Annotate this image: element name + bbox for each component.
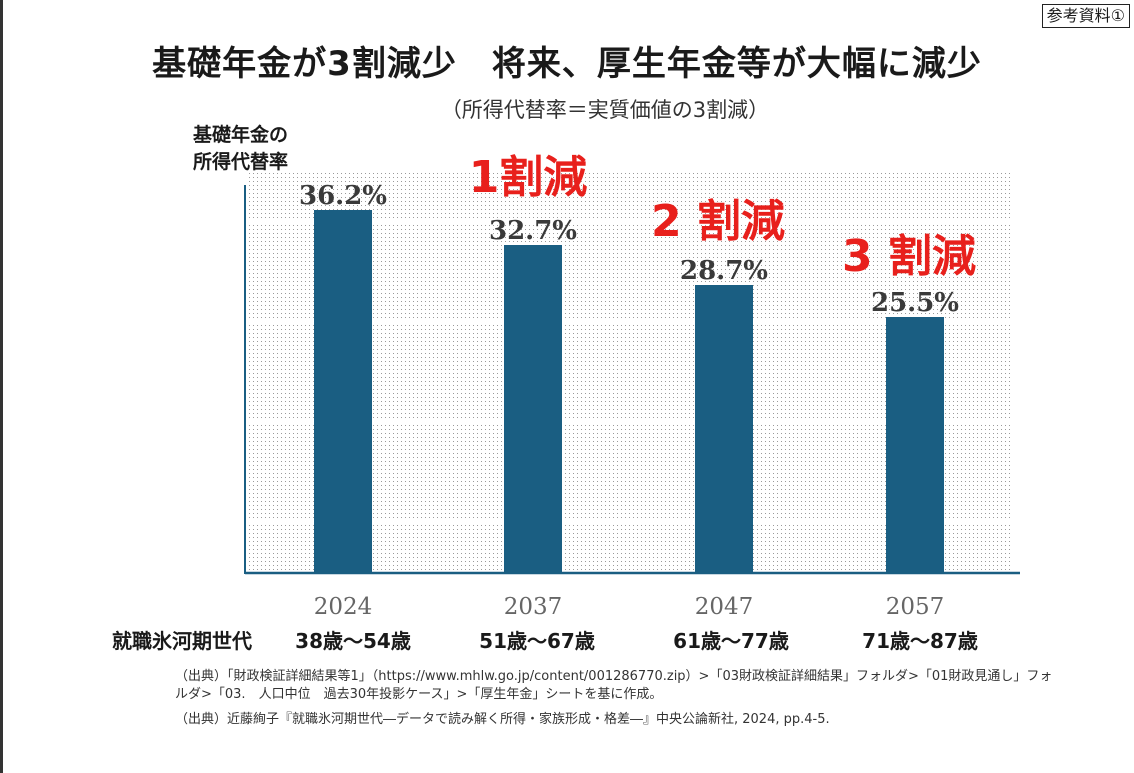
y-axis-label: 基礎年金の 所得代替率 bbox=[193, 122, 288, 176]
y-axis-label-line2: 所得代替率 bbox=[193, 151, 289, 173]
labels-group: 36.2% 32.7% 28.7% 25.5% bbox=[299, 181, 959, 318]
age-range-2057: 71歳〜87歳 bbox=[862, 629, 978, 653]
generation-label: 就職氷河期世代 bbox=[112, 629, 252, 653]
bar-2037 bbox=[504, 245, 562, 572]
bar-2057 bbox=[886, 317, 944, 572]
x-tick-2057: 2057 bbox=[886, 594, 945, 620]
bar-2047 bbox=[695, 285, 753, 572]
left-border bbox=[0, 0, 3, 773]
bars-group bbox=[314, 210, 944, 572]
reduction-label-1: 1割減 bbox=[469, 152, 588, 203]
page-subtitle: （所得代替率＝実質価値の3割減） bbox=[440, 98, 770, 122]
data-label-2037: 32.7% bbox=[489, 216, 577, 246]
reference-label: 参考資料① bbox=[1041, 4, 1130, 28]
x-tick-2047: 2047 bbox=[695, 594, 754, 620]
reduction-label-2: 2 割減 bbox=[651, 196, 785, 247]
age-range-2047: 61歳〜77歳 bbox=[673, 629, 789, 653]
x-tick-labels: 2024 2037 2047 2057 bbox=[314, 594, 945, 620]
reduction-annotations: 1割減 2 割減 3 割減 bbox=[469, 152, 976, 282]
bar-2024 bbox=[314, 210, 372, 572]
source-note-2: （出典）近藤絢子『就職氷河期世代―データで読み解く所得・家族形成・格差―』中央公… bbox=[175, 712, 830, 727]
y-axis-label-line1: 基礎年金の bbox=[193, 124, 289, 146]
data-label-2047: 28.7% bbox=[680, 256, 768, 286]
gridlines bbox=[246, 221, 1010, 523]
x-tick-2037: 2037 bbox=[504, 594, 563, 620]
data-label-2057: 25.5% bbox=[871, 288, 959, 318]
age-range-2037: 51歳〜67歳 bbox=[479, 629, 595, 653]
source-note-1: （出典）「財政検証詳細結果等1」（https://www.mhlw.go.jp/… bbox=[175, 669, 1053, 702]
data-label-2024: 36.2% bbox=[299, 181, 387, 211]
page-title: 基礎年金が3割減少 将来、厚生年金等が大幅に減少 bbox=[152, 44, 982, 84]
age-range-2024: 38歳〜54歳 bbox=[295, 629, 411, 653]
reduction-label-3: 3 割減 bbox=[842, 231, 976, 282]
x-tick-2024: 2024 bbox=[314, 594, 373, 620]
